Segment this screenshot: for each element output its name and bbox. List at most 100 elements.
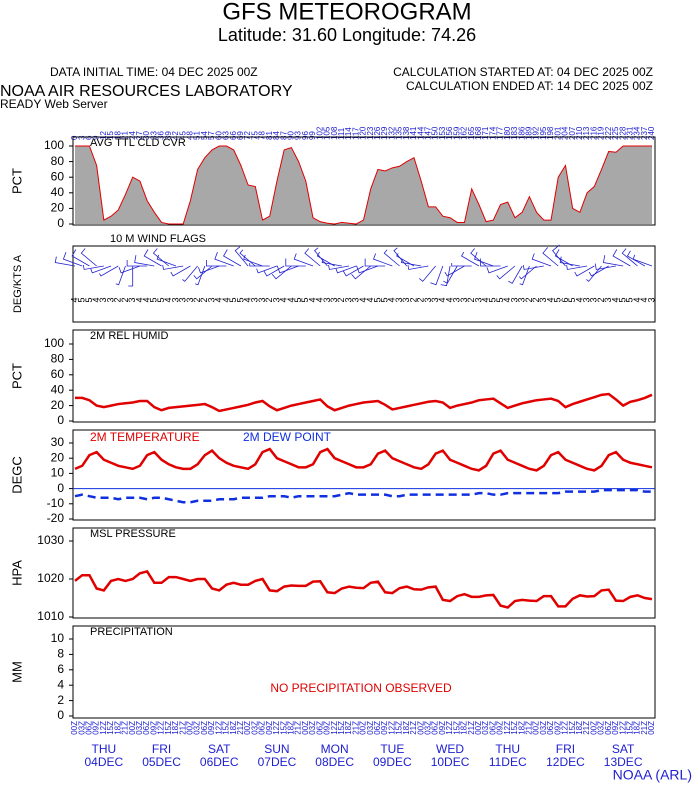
top-hour-label: 204	[561, 126, 570, 140]
top-hour-label: 111	[337, 127, 346, 140]
wind-speed-label: 3	[473, 297, 483, 302]
x-tick-label: 09Z	[611, 721, 620, 735]
top-hour-label: 192	[532, 126, 541, 140]
x-tick-label: 21Z	[121, 721, 130, 735]
wind-speed-label: 5	[156, 297, 166, 302]
top-hour-label: 150	[431, 126, 440, 140]
wind-speed-label: 5	[293, 297, 303, 302]
wind-speed-label: 3	[98, 297, 108, 302]
top-hour-label: 57	[207, 131, 216, 140]
y-tick-label: 8	[57, 647, 64, 661]
wind-speed-label: 3	[423, 297, 433, 302]
calc-started: CALCULATION STARTED AT: 04 DEC 2025 00Z	[393, 65, 653, 79]
top-hour-label: 240	[647, 126, 656, 140]
wind-barb	[559, 256, 580, 267]
top-hour-label: 63	[222, 131, 231, 140]
date-label: 05DEC	[142, 755, 181, 769]
top-hour-label: 129	[380, 126, 389, 140]
wind-speed-label: 2	[531, 297, 541, 302]
wind-speed-label: 4	[134, 297, 144, 302]
wind-barb	[574, 265, 595, 277]
x-tick-label: 09Z	[207, 721, 216, 735]
wind-speed-label: 3	[343, 297, 353, 302]
x-tick-label: 21Z	[409, 721, 418, 735]
wind-barb	[198, 265, 220, 274]
wind-speed-label: 4	[242, 297, 252, 302]
top-hour-label: 216	[589, 126, 598, 140]
wind-speed-label: 4	[214, 297, 224, 302]
wind-speed-label: 5	[228, 297, 238, 302]
top-hour-label: 168	[474, 126, 483, 140]
top-hour-label: 99	[308, 131, 317, 140]
wind-barb	[440, 265, 451, 287]
x-tick-label: 12Z	[387, 721, 396, 735]
x-tick-label: 09Z	[438, 721, 447, 735]
day-label: SAT	[208, 742, 231, 756]
cloud-area	[75, 146, 652, 224]
day-label: WED	[436, 742, 464, 756]
wind-speed-label: 5	[488, 297, 498, 302]
top-hour-label: 36	[157, 131, 166, 140]
top-hour-label: 234	[633, 126, 642, 140]
wind-barb	[115, 265, 126, 286]
wind-barb	[519, 265, 537, 280]
wind-speed-label: 3	[257, 297, 267, 302]
wind-barb	[443, 265, 458, 284]
y-tick-label: 80	[51, 154, 65, 168]
top-hour-label: 171	[481, 126, 490, 140]
wind-speed-label: 3	[271, 297, 281, 302]
x-tick-label: 12Z	[272, 721, 281, 735]
x-tick-label: 18Z	[113, 721, 122, 735]
panel-frame	[72, 136, 656, 226]
wind-barb	[531, 253, 552, 267]
top-hour-label: 78	[258, 131, 267, 140]
top-hour-label: 162	[460, 126, 469, 140]
y-tick-label: 100	[44, 138, 64, 152]
y-axis-label: DEG/KTS A	[12, 254, 24, 313]
top-hour-label: 45	[178, 131, 187, 140]
top-hour-label: 54	[200, 131, 209, 140]
wind-barb	[407, 264, 429, 270]
x-tick-label: 09Z	[496, 721, 505, 735]
x-tick-label: 15Z	[222, 721, 231, 735]
top-hour-label: 141	[409, 126, 418, 140]
top-hour-label: 72	[243, 131, 252, 140]
wind-speed-label: 4	[279, 297, 289, 302]
y-tick-label: 40	[51, 185, 65, 199]
y-axis-label: PCT	[9, 363, 24, 389]
wind-barb	[134, 255, 155, 267]
day-label: FRI	[152, 742, 171, 756]
wind-barb	[508, 265, 523, 284]
y-axis-label: PCT	[9, 168, 24, 194]
wind-barb	[182, 265, 198, 282]
wind-speed-label: 3	[646, 297, 656, 302]
wind-speed-label: 4	[142, 297, 152, 302]
panel-title: PRECIPITATION	[90, 626, 173, 638]
x-tick-label: 21Z	[582, 721, 591, 735]
y-tick-label: 60	[51, 169, 65, 183]
top-hour-label: 135	[395, 126, 404, 140]
wind-barb	[328, 264, 350, 270]
x-tick-label: 21Z	[524, 721, 533, 735]
date-label: 08DEC	[315, 755, 354, 769]
panel-frame	[72, 329, 656, 423]
wind-speed-label: 2	[113, 297, 123, 302]
wind-speed-label: 4	[632, 297, 642, 302]
y-tick-label: 20	[51, 450, 65, 464]
top-hour-label: 144	[416, 126, 425, 140]
x-tick-label: 12Z	[330, 721, 339, 735]
wind-speed-label: 3	[517, 297, 527, 302]
y-tick-label: 1030	[37, 533, 64, 547]
top-hour-label: 18	[113, 131, 122, 140]
x-tick-label: 12Z	[503, 721, 512, 735]
wind-speed-label: 4	[437, 297, 447, 302]
x-tick-label: 09Z	[323, 721, 332, 735]
wind-speed-label: 5	[372, 297, 382, 302]
wind-barb	[554, 249, 573, 267]
wind-barb	[461, 251, 480, 267]
wind-speed-label: 5	[618, 297, 628, 302]
wind-barb	[118, 265, 141, 274]
wind-speed-label: 4	[387, 297, 397, 302]
wind-speed-label: 3	[322, 297, 332, 302]
x-tick-label: 12Z	[561, 721, 570, 735]
